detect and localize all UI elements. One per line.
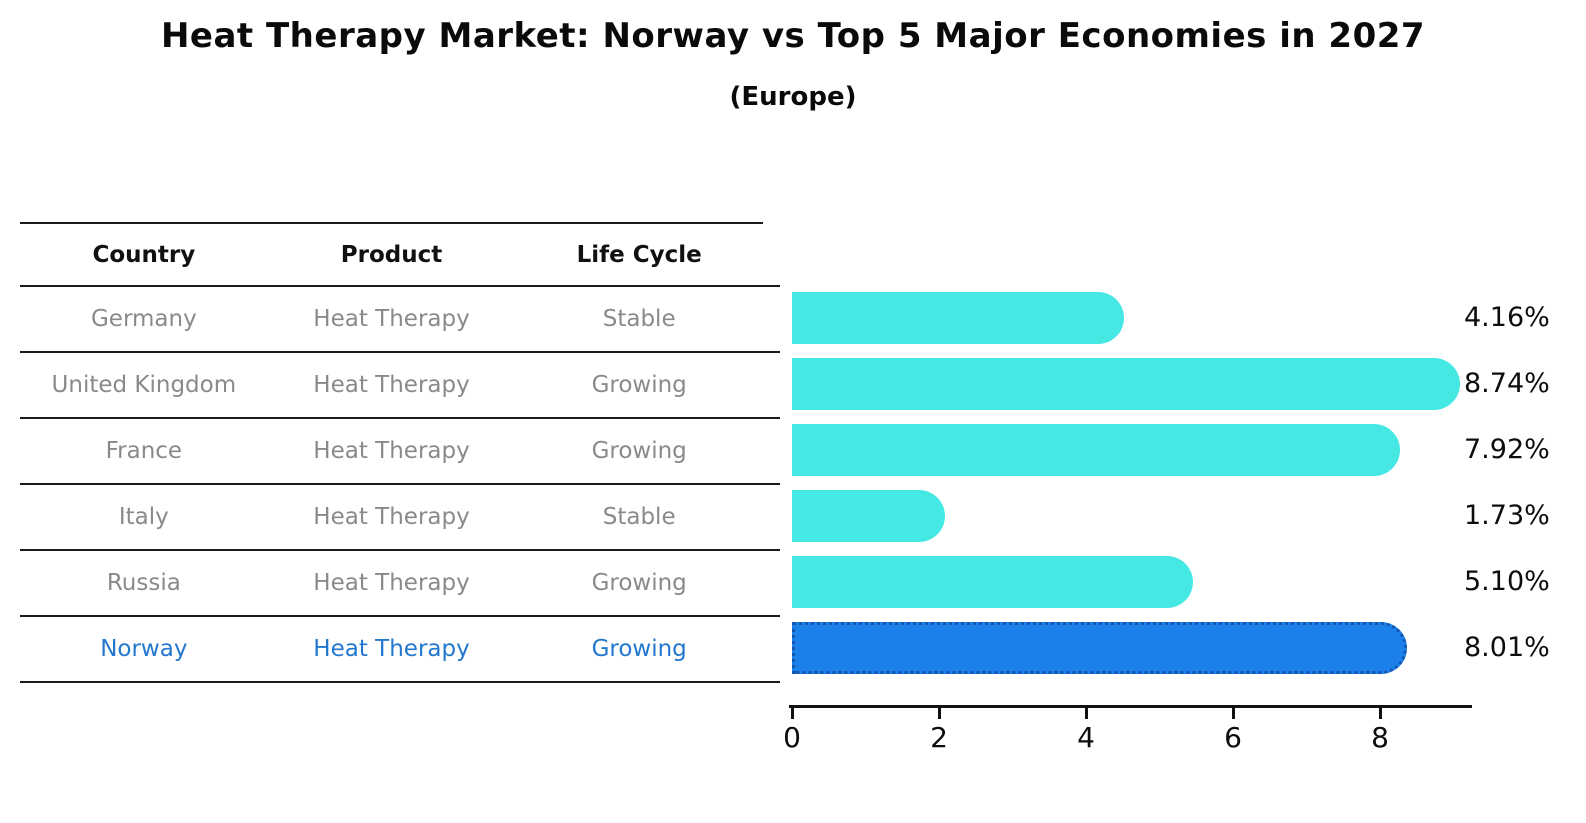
x-axis-line <box>789 705 1472 708</box>
table-row-france: France Heat Therapy Growing <box>20 419 763 485</box>
cell-life-cycle: Growing <box>591 636 687 662</box>
bar-france <box>792 424 1401 476</box>
x-tick-label: 8 <box>1371 721 1389 754</box>
bar-russia <box>792 556 1193 608</box>
cell-product: Heat Therapy <box>313 438 470 464</box>
chart-title: Heat Therapy Market: Norway vs Top 5 Maj… <box>160 16 1426 56</box>
data-table: Country Product Life Cycle Germany Heat … <box>20 222 763 683</box>
cell-product: Heat Therapy <box>313 372 470 398</box>
value-label-norway: 8.01% <box>1464 632 1550 663</box>
cell-life-cycle: Growing <box>591 438 687 464</box>
x-tick-mark <box>1085 708 1088 719</box>
cell-country: United Kingdom <box>51 372 237 398</box>
x-tick-label: 0 <box>783 721 801 754</box>
cell-product: Heat Therapy <box>313 306 470 332</box>
table-header-row: Country Product Life Cycle <box>20 224 763 287</box>
value-label-italy: 1.73% <box>1464 500 1550 531</box>
cell-product: Heat Therapy <box>313 570 470 596</box>
table-row-norway: Norway Heat Therapy Growing <box>20 617 763 683</box>
bar-norway <box>792 622 1407 674</box>
cell-life-cycle: Stable <box>602 306 676 332</box>
chart-subtitle: (Europe) <box>729 82 857 112</box>
y-axis-tick <box>763 483 780 485</box>
y-axis-tick <box>763 417 780 419</box>
x-tick-mark <box>938 708 941 719</box>
cell-country: France <box>105 438 183 464</box>
cell-life-cycle: Growing <box>591 372 687 398</box>
cell-country: Germany <box>90 306 197 332</box>
x-tick-label: 6 <box>1224 721 1242 754</box>
cell-life-cycle: Stable <box>602 504 676 530</box>
cell-country: Italy <box>118 504 169 530</box>
x-tick-mark <box>1379 708 1382 719</box>
y-axis-tick <box>763 615 780 617</box>
y-axis-tick <box>763 549 780 551</box>
y-axis-tick <box>763 285 780 287</box>
cell-product: Heat Therapy <box>313 636 470 662</box>
cell-product: Heat Therapy <box>313 504 470 530</box>
table-row-germany: Germany Heat Therapy Stable <box>20 287 763 353</box>
cell-country: Russia <box>106 570 181 596</box>
bar-united-kingdom <box>792 358 1461 410</box>
cell-life-cycle: Growing <box>591 570 687 596</box>
column-header-country: Country <box>92 241 196 268</box>
column-header-life-cycle: Life Cycle <box>576 241 702 268</box>
x-tick-label: 4 <box>1077 721 1095 754</box>
table-row-russia: Russia Heat Therapy Growing <box>20 551 763 617</box>
x-tick-mark <box>1232 708 1235 719</box>
value-label-united-kingdom: 8.74% <box>1464 368 1550 399</box>
x-tick-label: 2 <box>930 721 948 754</box>
cell-country: Norway <box>100 636 188 662</box>
table-row-italy: Italy Heat Therapy Stable <box>20 485 763 551</box>
y-axis-tick <box>763 681 780 683</box>
bar-germany <box>792 292 1124 344</box>
value-label-germany: 4.16% <box>1464 302 1550 333</box>
column-header-product: Product <box>340 241 443 268</box>
value-label-france: 7.92% <box>1464 434 1550 465</box>
bar-italy <box>792 490 946 542</box>
x-tick-mark <box>791 708 794 719</box>
value-label-russia: 5.10% <box>1464 566 1550 597</box>
table-row-united-kingdom: United Kingdom Heat Therapy Growing <box>20 353 763 419</box>
y-axis-tick <box>763 351 780 353</box>
